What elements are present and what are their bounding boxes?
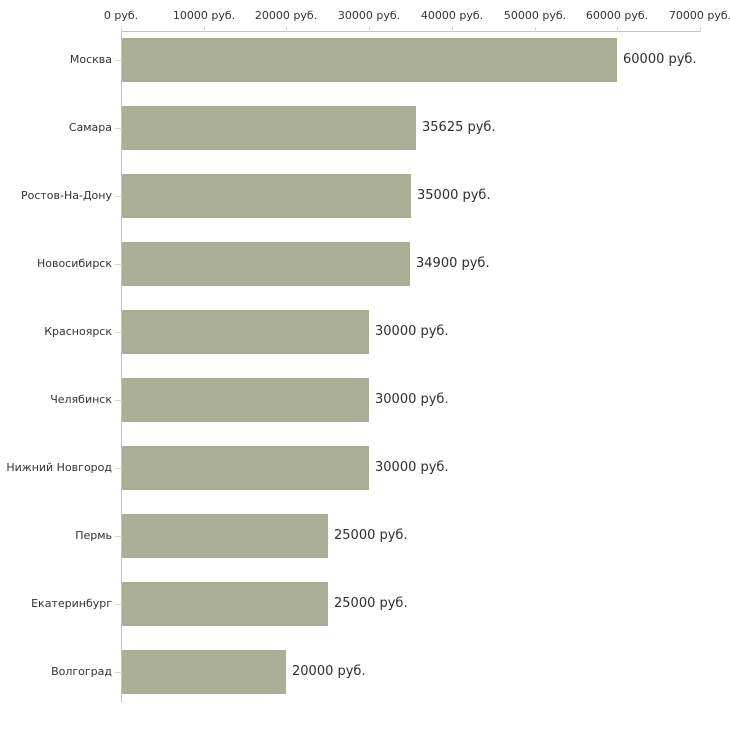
- x-axis-tick: [369, 27, 370, 32]
- x-axis-tick-label: 50000 руб.: [503, 9, 567, 22]
- x-axis-tick-label: 60000 руб.: [585, 9, 649, 22]
- value-label: 30000 руб.: [375, 460, 449, 475]
- bar: [122, 514, 328, 558]
- category-tick: [115, 264, 123, 265]
- bar: [122, 446, 369, 490]
- value-label: 20000 руб.: [292, 664, 366, 679]
- category-tick: [115, 536, 123, 537]
- x-axis-tick: [452, 27, 453, 32]
- category-label: Волгоград: [51, 665, 112, 678]
- value-label: 25000 руб.: [334, 528, 408, 543]
- category-label: Пермь: [75, 529, 112, 542]
- category-label: Екатеринбург: [31, 597, 112, 610]
- category-label: Нижний Новгород: [6, 461, 112, 474]
- bar: [122, 582, 328, 626]
- category-tick: [115, 468, 123, 469]
- x-axis-tick-label: 70000 руб.: [668, 9, 730, 22]
- category-label: Челябинск: [50, 393, 112, 406]
- bar: [122, 174, 411, 218]
- x-axis-tick: [204, 27, 205, 32]
- category-tick: [115, 332, 123, 333]
- x-axis-tick-label: 0 руб.: [103, 9, 139, 22]
- value-label: 34900 руб.: [416, 256, 490, 271]
- bar: [122, 378, 369, 422]
- x-axis-tick: [617, 27, 618, 32]
- category-tick: [115, 128, 123, 129]
- category-label: Москва: [69, 53, 112, 66]
- category-label: Самара: [68, 121, 112, 134]
- x-axis-tick: [121, 27, 122, 32]
- bar: [122, 310, 369, 354]
- category-tick: [115, 60, 123, 61]
- value-label: 35625 руб.: [422, 120, 496, 135]
- x-axis-line: [121, 31, 700, 32]
- category-label: Ростов-На-Дону: [20, 189, 112, 202]
- value-label: 30000 руб.: [375, 392, 449, 407]
- category-tick: [115, 196, 123, 197]
- bar: [122, 38, 617, 82]
- category-tick: [115, 604, 123, 605]
- category-tick: [115, 400, 123, 401]
- y-axis-line: [121, 31, 122, 702]
- x-axis-tick-label: 40000 руб.: [420, 9, 484, 22]
- x-axis-tick-label: 30000 руб.: [337, 9, 401, 22]
- x-axis-tick: [535, 27, 536, 32]
- value-label: 60000 руб.: [623, 52, 697, 67]
- value-label: 25000 руб.: [334, 596, 408, 611]
- bar: [122, 106, 416, 150]
- x-axis-tick-label: 10000 руб.: [172, 9, 236, 22]
- x-axis-tick: [286, 27, 287, 32]
- category-tick: [115, 672, 123, 673]
- value-label: 30000 руб.: [375, 324, 449, 339]
- value-label: 35000 руб.: [417, 188, 491, 203]
- category-label: Красноярск: [44, 325, 112, 338]
- x-axis-tick: [700, 27, 701, 32]
- category-label: Новосибирск: [36, 257, 112, 270]
- bar: [122, 242, 410, 286]
- bar: [122, 650, 286, 694]
- x-axis-tick-label: 20000 руб.: [254, 9, 318, 22]
